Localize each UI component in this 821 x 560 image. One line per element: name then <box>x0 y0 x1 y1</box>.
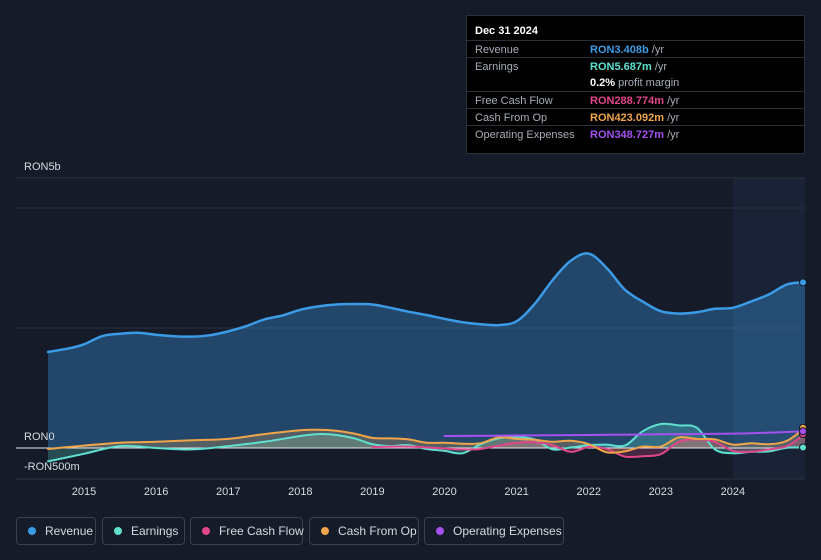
value-text: RON5.687m <box>590 61 652 73</box>
x-tick-label: 2018 <box>288 486 312 498</box>
legend-label: Revenue <box>45 524 94 538</box>
legend-label: Cash From Op <box>338 524 417 538</box>
series-lines <box>46 252 807 463</box>
legend-label: Free Cash Flow <box>219 524 304 538</box>
unit-text: /yr <box>667 129 680 141</box>
x-tick-label: 2022 <box>576 486 600 498</box>
legend-operating-expenses[interactable]: Operating Expenses <box>424 517 564 545</box>
free-cash-flow-line <box>371 433 806 459</box>
x-tick-label: 2015 <box>72 486 96 498</box>
tooltip-value: RON423.092m /yr <box>590 112 679 124</box>
series-areas <box>48 253 805 462</box>
tooltip-row-revenue: Revenue RON3.408b /yr <box>467 40 804 58</box>
legend-dot-icon <box>436 527 444 535</box>
revenue-endpoint <box>799 278 807 287</box>
legend-dot-icon <box>114 527 122 535</box>
tooltip-value: RON288.774m /yr <box>590 95 679 107</box>
gridlines <box>16 177 805 480</box>
value-text: 0.2% <box>590 77 616 89</box>
legend-dot-icon <box>321 527 329 535</box>
tooltip-row-earnings: Earnings RON5.687m /yr <box>467 57 804 75</box>
legend-revenue[interactable]: Revenue <box>16 517 96 545</box>
tooltip-value: RON3.408b /yr <box>590 44 664 56</box>
cash-from-op-area <box>48 427 805 453</box>
legend-free-cash-flow[interactable]: Free Cash Flow <box>190 517 304 545</box>
operating-expenses-line <box>443 430 806 437</box>
tooltip-label: Earnings <box>475 61 519 73</box>
value-text: RON288.774m <box>590 95 664 107</box>
x-tick-label: 2024 <box>721 486 745 498</box>
tooltip-label: Operating Expenses <box>475 129 575 141</box>
earnings-area <box>48 423 805 462</box>
operating-expenses-endpoint <box>799 427 807 436</box>
tooltip-row-opex: Operating Expenses RON348.727m /yr <box>467 125 804 143</box>
tooltip-value: RON348.727m /yr <box>590 129 679 141</box>
unit-text: /yr <box>651 44 664 56</box>
tooltip-date: Dec 31 2024 <box>475 25 538 37</box>
unit-text: /yr <box>667 95 680 107</box>
unit-text: profit margin <box>618 77 680 89</box>
y-label-top: RON5b <box>24 161 61 173</box>
x-tick-label: 2017 <box>216 486 240 498</box>
legend-earnings[interactable]: Earnings <box>102 517 185 545</box>
value-text: RON348.727m <box>590 129 664 141</box>
unit-text: /yr <box>667 112 680 124</box>
y-label-bottom: -RON500m <box>24 461 80 473</box>
revenue-line <box>46 252 807 354</box>
tooltip-value: 0.2% profit margin <box>590 77 679 89</box>
legend-dot-icon <box>28 527 36 535</box>
tooltip-row-fcf: Free Cash Flow RON288.774m /yr <box>467 91 804 109</box>
tooltip-value: RON5.687m /yr <box>590 61 667 73</box>
tooltip-label: Revenue <box>475 44 520 56</box>
tooltip-row-cfo: Cash From Op RON423.092m /yr <box>467 108 804 126</box>
tooltip-row-margin: 0.2% profit margin <box>467 74 804 91</box>
x-axis-ticks: 2015 2016 2017 2018 2019 2020 2021 2022 2023 2024 <box>72 486 745 498</box>
x-tick-label: 2019 <box>360 486 384 498</box>
tooltip-label: Cash From Op <box>475 112 548 124</box>
x-tick-label: 2023 <box>649 486 673 498</box>
value-text: RON3.408b <box>590 44 649 56</box>
legend-cash-from-op[interactable]: Cash From Op <box>309 517 419 545</box>
tooltip-label: Free Cash Flow <box>475 95 553 107</box>
x-tick-label: 2020 <box>432 486 456 498</box>
legend-dot-icon <box>202 527 210 535</box>
tooltip: Dec 31 2024 Revenue RON3.408b /yr Earnin… <box>466 15 805 154</box>
x-tick-label: 2016 <box>144 486 168 498</box>
value-text: RON423.092m <box>590 112 664 124</box>
legend-label: Operating Expenses <box>453 524 562 538</box>
legend-label: Earnings <box>131 524 179 538</box>
revenue-area <box>48 253 805 448</box>
earnings-endpoint <box>799 443 807 452</box>
series-endpoints <box>799 278 807 452</box>
x-tick-label: 2021 <box>504 486 528 498</box>
cash-from-op-line <box>47 426 806 454</box>
unit-text: /yr <box>654 61 668 73</box>
y-label-zero: RON0 <box>24 431 55 443</box>
